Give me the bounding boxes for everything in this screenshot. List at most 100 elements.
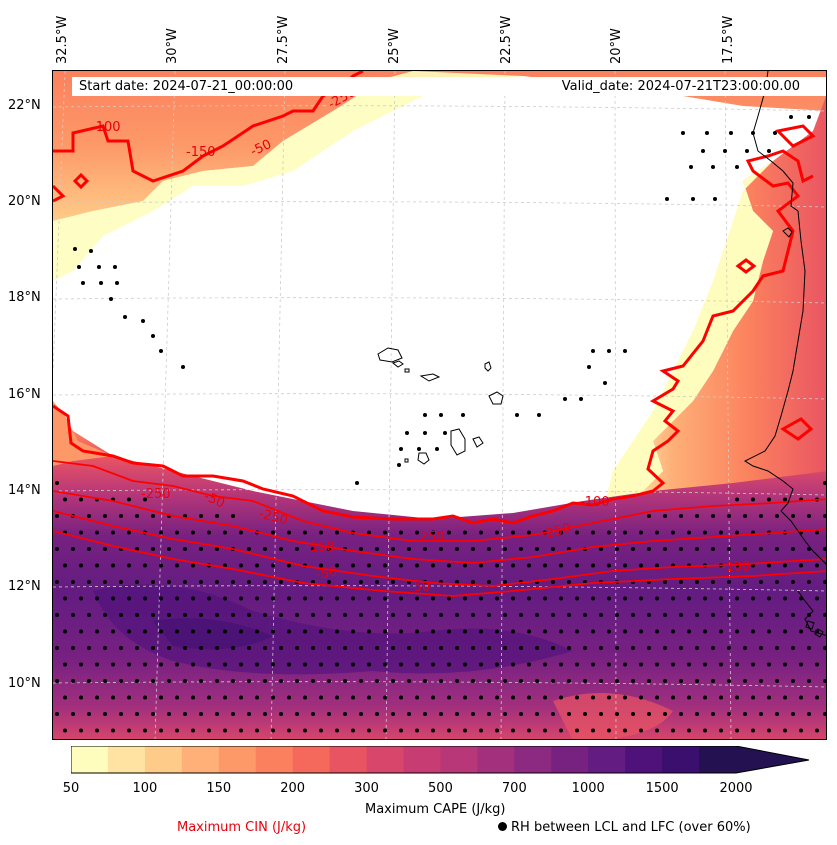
rh-dot xyxy=(271,662,275,667)
colorbar-tick-label: 2000 xyxy=(719,781,753,796)
rh-dot xyxy=(439,413,443,417)
colorbar-cell xyxy=(144,746,183,773)
rh-dot xyxy=(527,596,531,601)
rh-dot xyxy=(167,580,171,584)
rh-dot xyxy=(151,580,155,584)
rh-dot xyxy=(239,695,243,700)
rh-dot xyxy=(279,712,283,716)
rh-dot xyxy=(711,679,715,683)
rh-dot xyxy=(663,580,667,584)
rh-dot xyxy=(623,728,627,733)
rh-dot xyxy=(79,530,83,535)
rh-dot xyxy=(103,712,107,716)
rh-dot xyxy=(599,712,603,716)
rh-dot xyxy=(359,679,363,683)
rh-dot xyxy=(455,613,459,617)
rh-dot xyxy=(435,447,439,451)
rh-dot xyxy=(487,547,491,551)
rh-dot xyxy=(239,629,243,634)
rh-dot xyxy=(151,334,155,338)
lon-label: 30°W xyxy=(165,28,180,64)
rh-dot xyxy=(327,679,331,683)
rh-dot xyxy=(527,530,531,535)
rh-dot xyxy=(231,613,235,617)
rh-dot xyxy=(127,497,131,502)
rh-dot xyxy=(99,281,103,285)
rh-dot xyxy=(295,646,299,650)
rh-dot xyxy=(823,646,826,650)
rh-dot xyxy=(591,728,595,733)
colorbar-tick-label: 1500 xyxy=(645,781,679,796)
rh-dot xyxy=(367,530,371,535)
rh-dot xyxy=(79,596,83,601)
rh-dot xyxy=(359,613,363,617)
rh-dot xyxy=(295,679,299,683)
rh-dot xyxy=(495,629,499,634)
rh-dot xyxy=(183,712,187,716)
rh-dot xyxy=(263,679,267,683)
rh-dot xyxy=(655,662,659,667)
rh-dot xyxy=(679,514,683,518)
rh-dot xyxy=(127,728,131,733)
rh-dot xyxy=(519,712,523,716)
rh-dot xyxy=(255,563,259,568)
rh-dot xyxy=(383,728,387,733)
rh-dot xyxy=(183,580,187,584)
rh-dot xyxy=(71,646,75,650)
rh-dot xyxy=(87,679,91,683)
rh-dot xyxy=(141,319,145,323)
rh-dot xyxy=(135,679,139,683)
rh-dot xyxy=(579,397,583,401)
rh-dot xyxy=(375,646,379,650)
rh-dot xyxy=(63,563,67,568)
rh-dot xyxy=(199,514,203,518)
rh-dot xyxy=(279,547,283,551)
rh-dot xyxy=(647,547,651,551)
rh-dot xyxy=(55,712,59,716)
rh-dot xyxy=(591,563,595,568)
rh-dot xyxy=(567,613,571,617)
rh-dot xyxy=(729,131,733,135)
rh-dot xyxy=(359,646,363,650)
rh-dot xyxy=(431,695,435,700)
rh-dot xyxy=(89,249,93,253)
colorbar-cell xyxy=(477,746,515,773)
cape-verde-santa-luzia xyxy=(404,368,410,373)
rh-dot xyxy=(327,613,331,617)
rh-dot xyxy=(399,596,403,601)
rh-dot xyxy=(551,646,555,650)
cin-label: -150 xyxy=(186,145,216,160)
rh-dot xyxy=(151,646,155,650)
rh-dot xyxy=(405,431,409,435)
rh-dot xyxy=(111,530,115,535)
rh-dot xyxy=(479,629,483,634)
rh-dot xyxy=(143,728,147,733)
rh-dot xyxy=(415,728,419,733)
rh-dot xyxy=(343,679,347,683)
rh-dot xyxy=(575,728,579,733)
colorbar-cell xyxy=(662,746,700,773)
rh-dot xyxy=(303,662,307,667)
rh-dot xyxy=(175,530,179,535)
lat-label: 22°N xyxy=(8,98,41,113)
rh-dot xyxy=(815,695,819,700)
rh-dot xyxy=(417,447,421,451)
rh-dot xyxy=(263,712,267,716)
colorbar-tick-label: 300 xyxy=(354,781,379,796)
rh-dot xyxy=(647,712,651,716)
rh-dot xyxy=(103,580,107,584)
cape-fill-west-edge xyxy=(53,401,113,466)
rh-dot xyxy=(503,712,507,716)
rh-dot xyxy=(87,580,91,584)
date-strip xyxy=(72,77,826,96)
rh-dot xyxy=(439,712,443,716)
rh-dot xyxy=(671,596,675,601)
rh-dot xyxy=(95,596,99,601)
rh-dot xyxy=(191,695,195,700)
colorbar-cell xyxy=(218,746,257,773)
rh-dot xyxy=(767,695,771,700)
rh-dot xyxy=(351,662,355,667)
rh-dot xyxy=(135,580,139,584)
rh-dot xyxy=(239,596,243,601)
rh-dot xyxy=(423,413,427,417)
